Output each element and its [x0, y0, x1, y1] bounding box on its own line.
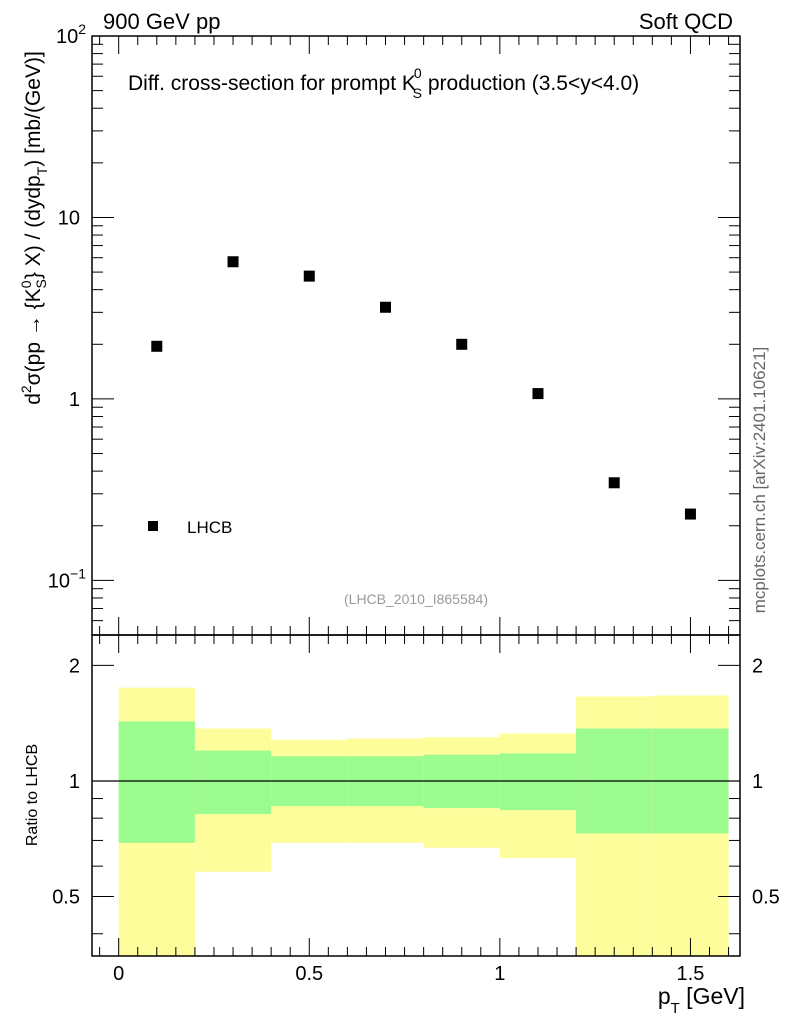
ratio-panel: 2 2 1 1 0.5 0.5 0 0.5 1 1.5 Ratio to LHCB pT [GeV… — [24, 634, 780, 1017]
data-point-lhcb — [303, 270, 315, 282]
ratio-tick-labels: 2 2 1 1 0.5 0.5 0 0.5 1 1.5 — [52, 655, 780, 985]
data-point-lhcb — [608, 477, 620, 489]
main-y-tick-label: 102 — [56, 21, 86, 48]
ratio-y-axis-label: Ratio to LHCB — [24, 744, 41, 846]
data-point-lhcb — [532, 388, 544, 400]
ratio-y-tick-label-right: 2 — [752, 655, 763, 677]
x-tick-label: 0.5 — [295, 963, 323, 985]
data-point-lhcb — [380, 301, 392, 313]
main-y-tick-label: 10 — [58, 207, 80, 229]
data-point-lhcb — [151, 340, 163, 352]
main-y-tick-label: 10−1 — [48, 565, 86, 592]
header-process-label: Soft QCD — [639, 9, 733, 34]
main-panel: 102 10 1 10−1 Diff. cross-section for promp… — [18, 21, 741, 636]
analysis-tag: (LHCB_2010_I865584) — [344, 591, 488, 607]
main-axis-ticks — [92, 35, 740, 636]
data-point-lhcb — [456, 338, 468, 350]
legend-marker-lhcb — [148, 521, 158, 531]
legend: LHCB — [148, 518, 232, 537]
ratio-band-green — [499, 753, 577, 811]
main-y-tick-label: 1 — [69, 389, 80, 411]
data-point-lhcb — [684, 508, 696, 520]
ratio-y-tick-label-right: 1 — [752, 771, 763, 793]
ratio-y-tick-label-right: 0.5 — [752, 887, 780, 909]
ratio-axis-ticks — [92, 635, 740, 956]
x-axis-label: pT [GeV] — [658, 983, 745, 1017]
chart-title: Diff. cross-section for prompt K0 S produ… — [128, 65, 639, 101]
ratio-band-green — [118, 721, 195, 843]
legend-label-lhcb: LHCB — [187, 518, 232, 537]
data-point-lhcb — [227, 256, 239, 268]
main-y-axis-label: d2σ(pp → {K0S} X) / (dydpT) [mb/(GeV)] — [18, 51, 50, 405]
ratio-plot-frame — [91, 634, 741, 957]
ratio-y-tick-label-left: 2 — [69, 655, 80, 677]
source-side-label: mcplots.cern.ch [arXiv:2401.10621] — [750, 347, 769, 613]
main-data-marks — [151, 256, 696, 520]
ratio-bands — [118, 687, 729, 956]
x-tick-label: 1.5 — [677, 963, 705, 985]
main-y-tick-labels: 102 10 1 10−1 — [48, 21, 86, 592]
ratio-y-tick-label-left: 1 — [69, 771, 80, 793]
main-plot-frame — [91, 35, 741, 636]
ratio-band-green — [194, 750, 272, 815]
x-tick-label: 1 — [494, 963, 505, 985]
ratio-y-tick-label-left: 0.5 — [52, 887, 80, 909]
x-tick-label: 0 — [113, 963, 124, 985]
header-energy-label: 900 GeV pp — [103, 9, 220, 34]
